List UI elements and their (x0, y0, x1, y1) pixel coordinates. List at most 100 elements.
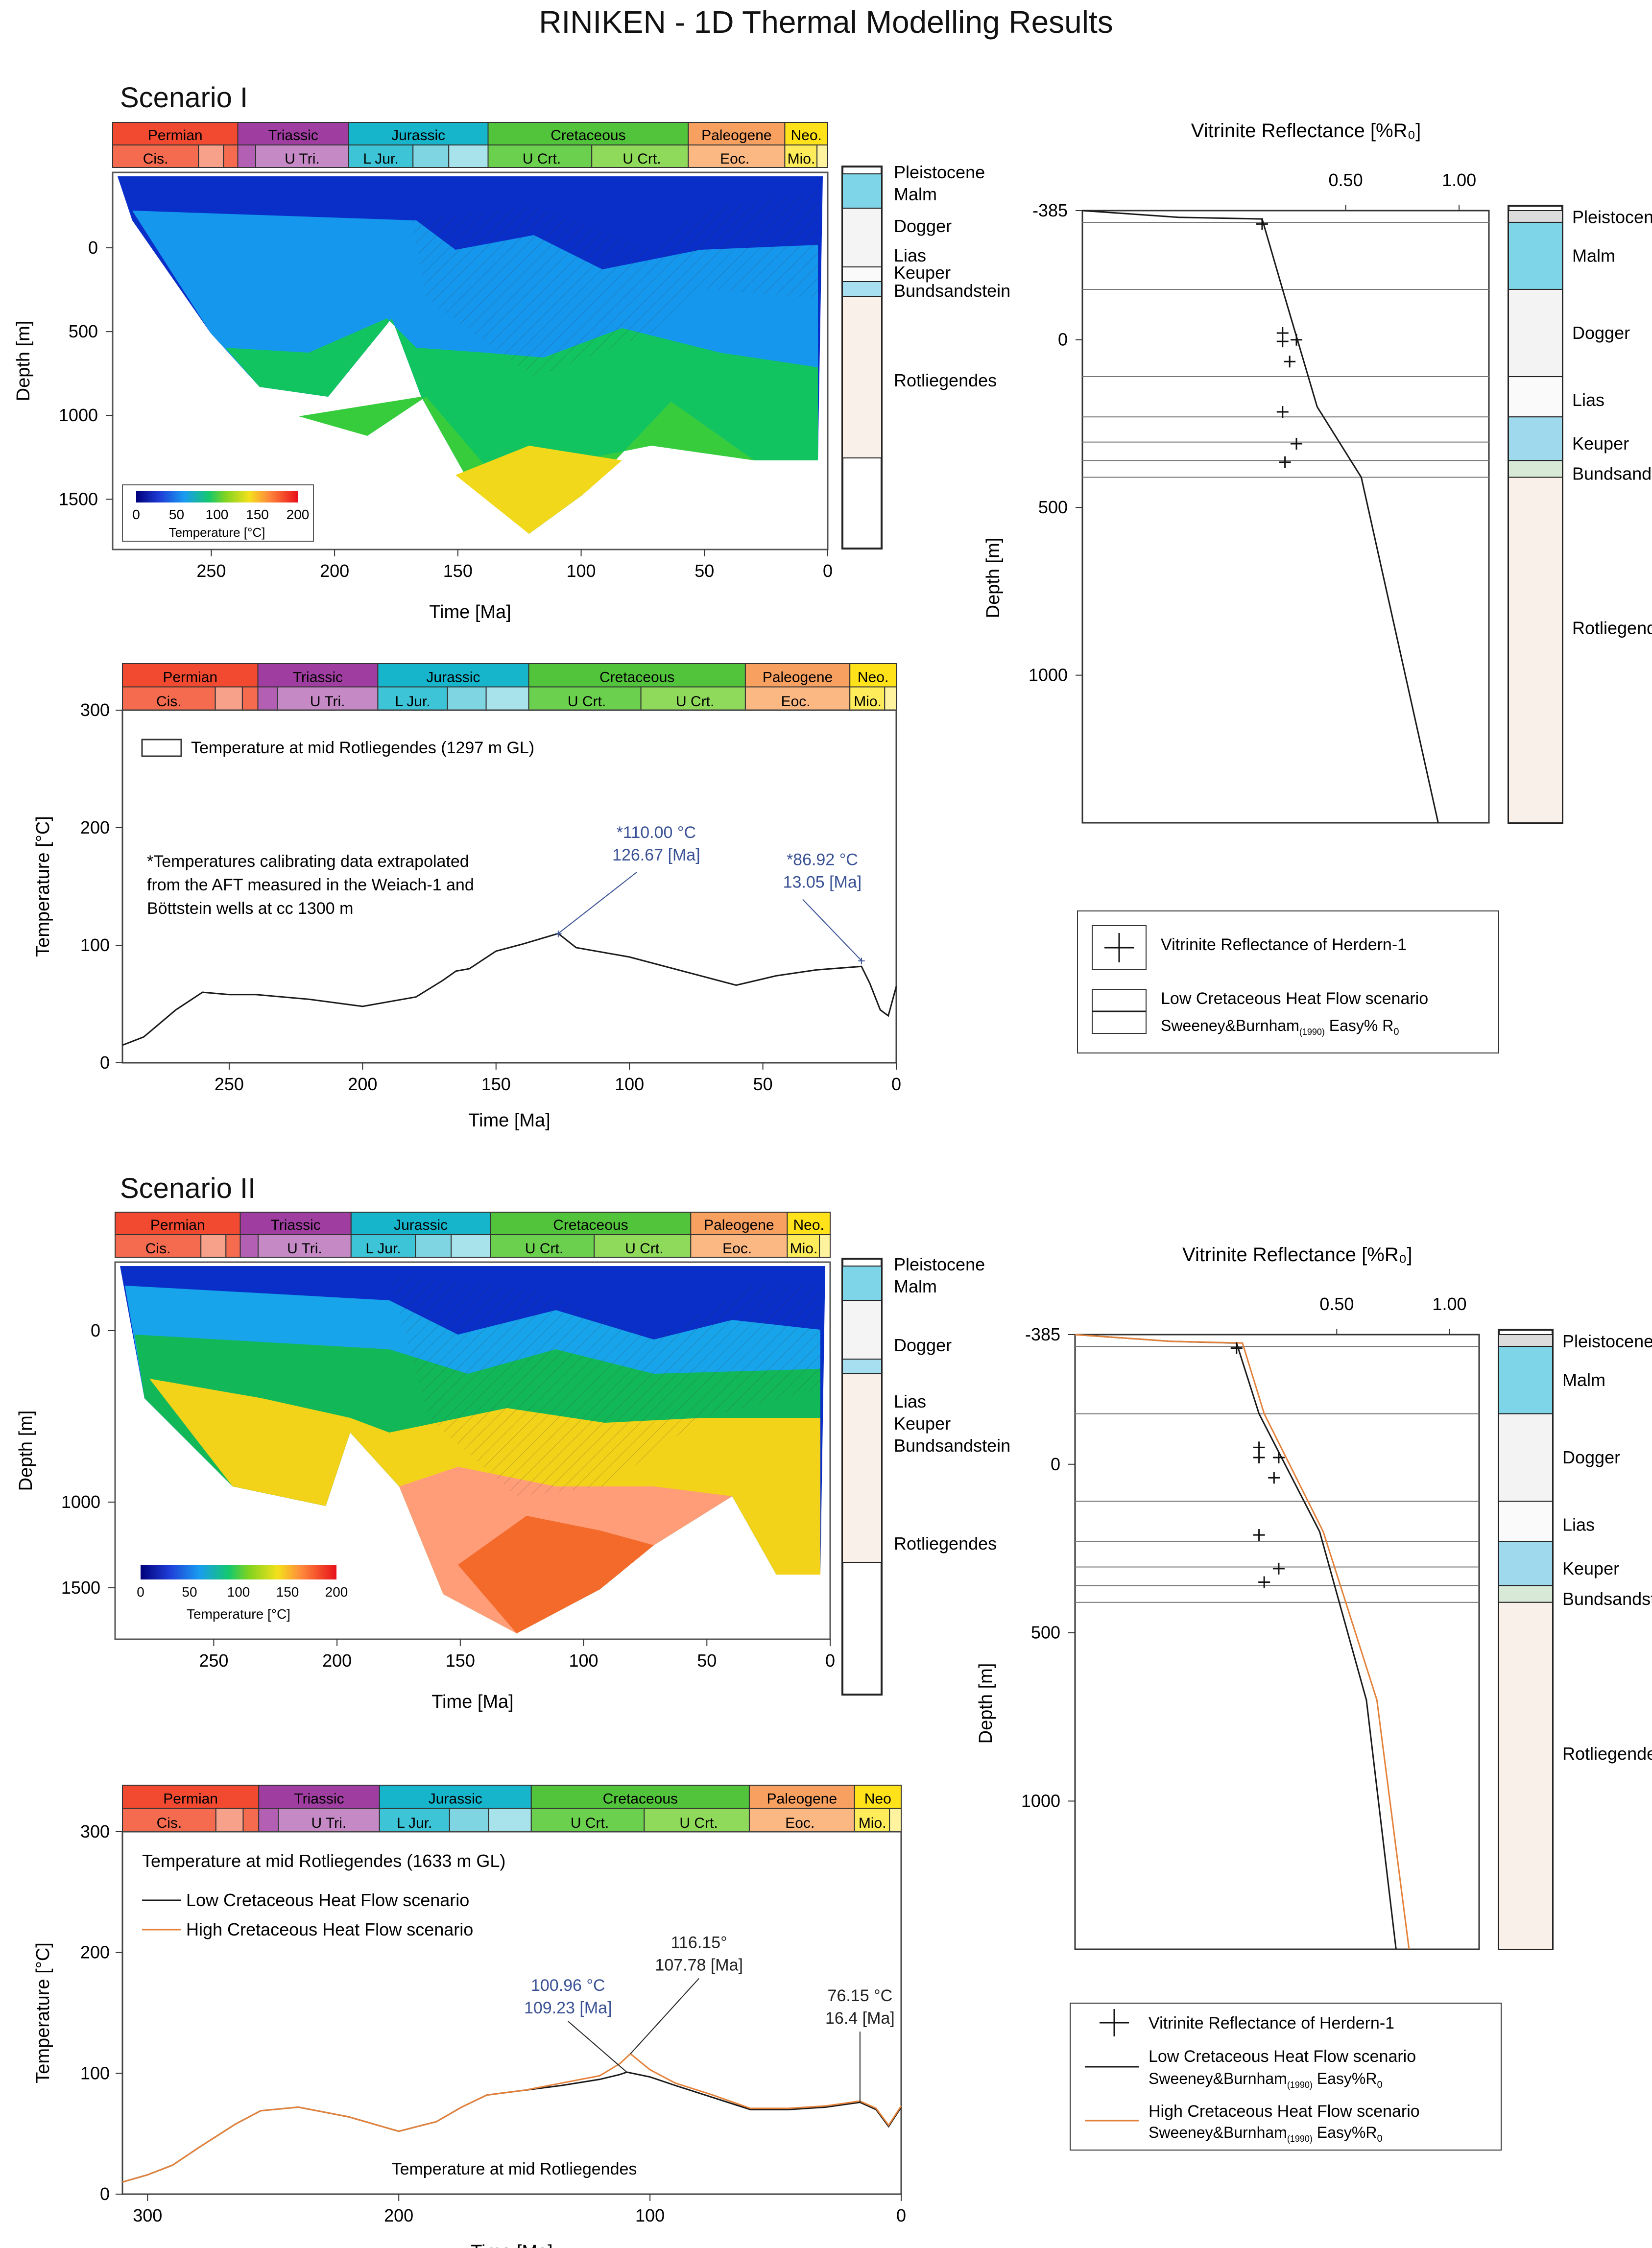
x-tick-label: 0 (823, 561, 833, 581)
s1b-band-5 (455, 446, 622, 534)
geotime-period-cell (122, 1785, 260, 1809)
annotation-line2: 13.05 [Ma] (783, 873, 862, 891)
geotime-epoch-label: U Crt. (679, 1815, 718, 1831)
strat-column-layer (1508, 288, 1563, 378)
x-tick-label: 250 (215, 1074, 244, 1094)
geotime-period-label: Cretaceous (551, 127, 625, 143)
geotime-epoch-label: L Jur. (365, 1241, 401, 1257)
geotime-epoch-cell (854, 1808, 890, 1832)
s2-temperature-chart: Permian Triassic Jurassic Cretaceous Paleoge… (33, 1785, 906, 2248)
legend-swatch (141, 739, 182, 757)
strat-column-layer (1498, 1346, 1553, 1414)
geotime-epoch-cell (115, 1234, 202, 1258)
annotation-line1: *110.00 °C (617, 823, 696, 842)
plot-frame (121, 1831, 902, 2195)
x-tick-label: 200 (322, 1650, 352, 1671)
strat-label: Malm (1572, 245, 1615, 265)
x-tick-label: 300 (133, 2205, 162, 2225)
legend-sub-easy: Easy%R (1313, 2124, 1377, 2141)
geotime-epoch-cell (198, 144, 224, 168)
geotime-period-label: Neo. (793, 1217, 824, 1233)
vr-measured-point (1272, 1562, 1285, 1575)
legend-sub-zero: 0 (1393, 1027, 1399, 1037)
colorbar-tick-label: 100 (206, 507, 229, 522)
colorbar-tick-label: 50 (182, 1584, 197, 1600)
y-tick-label: 200 (80, 1942, 110, 1962)
s2b-geotime-bar: Permian Triassic Jurassic Cretaceous Paleoge… (115, 1212, 831, 1258)
geotime-epoch-cell (258, 1808, 279, 1832)
legend-sublabel: Sweeney&Burnham(1990) Easy%R0 (1149, 2124, 1383, 2144)
vr-measured-point (1253, 1529, 1265, 1541)
vr-measured-point (1253, 1452, 1265, 1463)
s1-vitrinite-chart: Vitrinite Reflectance [%R₀] 0.50 1.00 -385 0… (983, 120, 1652, 1053)
annotation-marker: + (554, 926, 562, 941)
geotime-epoch-label: U Tri. (285, 151, 320, 167)
colorbar-tick-label: 0 (132, 507, 140, 522)
strat-label: Dogger (894, 1335, 952, 1355)
geotime-bar: Permian Triassic Jurassic Cretaceous Paleoge… (122, 663, 897, 711)
vr-measured-point (1276, 406, 1289, 418)
y-tick-label: 1000 (1021, 1791, 1060, 1811)
y-tick-label: 500 (1031, 1623, 1060, 1643)
y-tick-label: 200 (80, 817, 110, 837)
x-tick-label: 0 (896, 2205, 906, 2225)
geotime-epoch-cell (816, 144, 828, 168)
geotime-period-cell (112, 122, 239, 145)
geotime-period-cell (237, 122, 349, 145)
y-tick-label: 0 (1051, 1454, 1060, 1474)
legend-sub-year: (1990) (1287, 2080, 1313, 2090)
vr-measured-point (1291, 334, 1303, 346)
geotime-epoch-label: U Tri. (287, 1241, 322, 1257)
y-tick-label: -385 (1032, 200, 1068, 220)
strat-label: Pleistocene (894, 162, 985, 182)
annotation-leader (568, 2021, 627, 2073)
annotation-leader (558, 872, 637, 934)
geotime-period-label: Cretaceous (553, 1217, 628, 1233)
x-tick-label: 200 (348, 1074, 377, 1094)
geotime-epoch-label: Mio. (854, 694, 882, 710)
geotime-period-label: Permian (163, 1791, 218, 1807)
chart-title: Vitrinite Reflectance [%R₀] (1182, 1244, 1412, 1266)
geotime-epoch-label: Cis. (145, 1241, 171, 1257)
legend-label: Vitrinite Reflectance of Herdern-1 (1149, 2014, 1394, 2033)
strat-label: Pleistocene (1562, 1331, 1652, 1351)
geotime-epoch-label: U Tri. (311, 1815, 347, 1831)
geotime-epoch-cell (379, 1808, 450, 1832)
strat-label: Rotliegendes (894, 1533, 997, 1554)
x-tick-label: 0.50 (1319, 1294, 1354, 1314)
legend-label: Vitrinite Reflectance of Herdern-1 (1161, 935, 1407, 954)
y-tick-label: 0 (88, 238, 98, 258)
geotime-period-label: Neo. (791, 127, 822, 143)
geotime-epoch-label: U Crt. (625, 1241, 663, 1257)
geotime-epoch-cell (640, 686, 746, 711)
x-tick-label: 1.00 (1432, 1294, 1466, 1314)
annotation-leader (630, 1978, 699, 2055)
strat-label: Malm (894, 1276, 937, 1296)
geotime-epoch-cell (889, 1808, 902, 1832)
s1b-band-3 (225, 318, 818, 534)
geotime-epoch-label: L Jur. (397, 1815, 432, 1831)
geotime-epoch-label: U Crt. (676, 694, 714, 710)
y-tick-label: 300 (80, 700, 110, 720)
strat-label: Bundsandstein (894, 1435, 1010, 1456)
geotime-epoch-label: Eoc. (722, 1241, 752, 1257)
annotation-line2: 109.23 [Ma] (524, 1999, 612, 2017)
geotime-epoch-cell (122, 1808, 216, 1832)
x-tick-label: 250 (196, 561, 226, 581)
x-tick-label: 100 (615, 1074, 644, 1094)
geotime-epoch-cell (485, 686, 529, 711)
strat-label: Malm (894, 184, 937, 204)
strat-label: Lias (894, 1391, 926, 1411)
y-tick-label: 100 (80, 935, 110, 955)
strat-label: Pleistocene (1572, 207, 1652, 227)
s2b-colorbar-label: Temperature [°C] (187, 1606, 290, 1622)
geotime-epoch-cell (487, 144, 593, 168)
x-tick-label: 150 (481, 1074, 511, 1094)
geotime-period-label: Paleogene (704, 1217, 774, 1233)
geotime-epoch-label: Eoc. (720, 151, 749, 167)
strat-column-layer (1498, 1413, 1553, 1502)
strat-label: Keuper (894, 1413, 951, 1434)
strat-column-layer (1498, 1501, 1553, 1542)
s1b-temperature-field (118, 176, 823, 534)
